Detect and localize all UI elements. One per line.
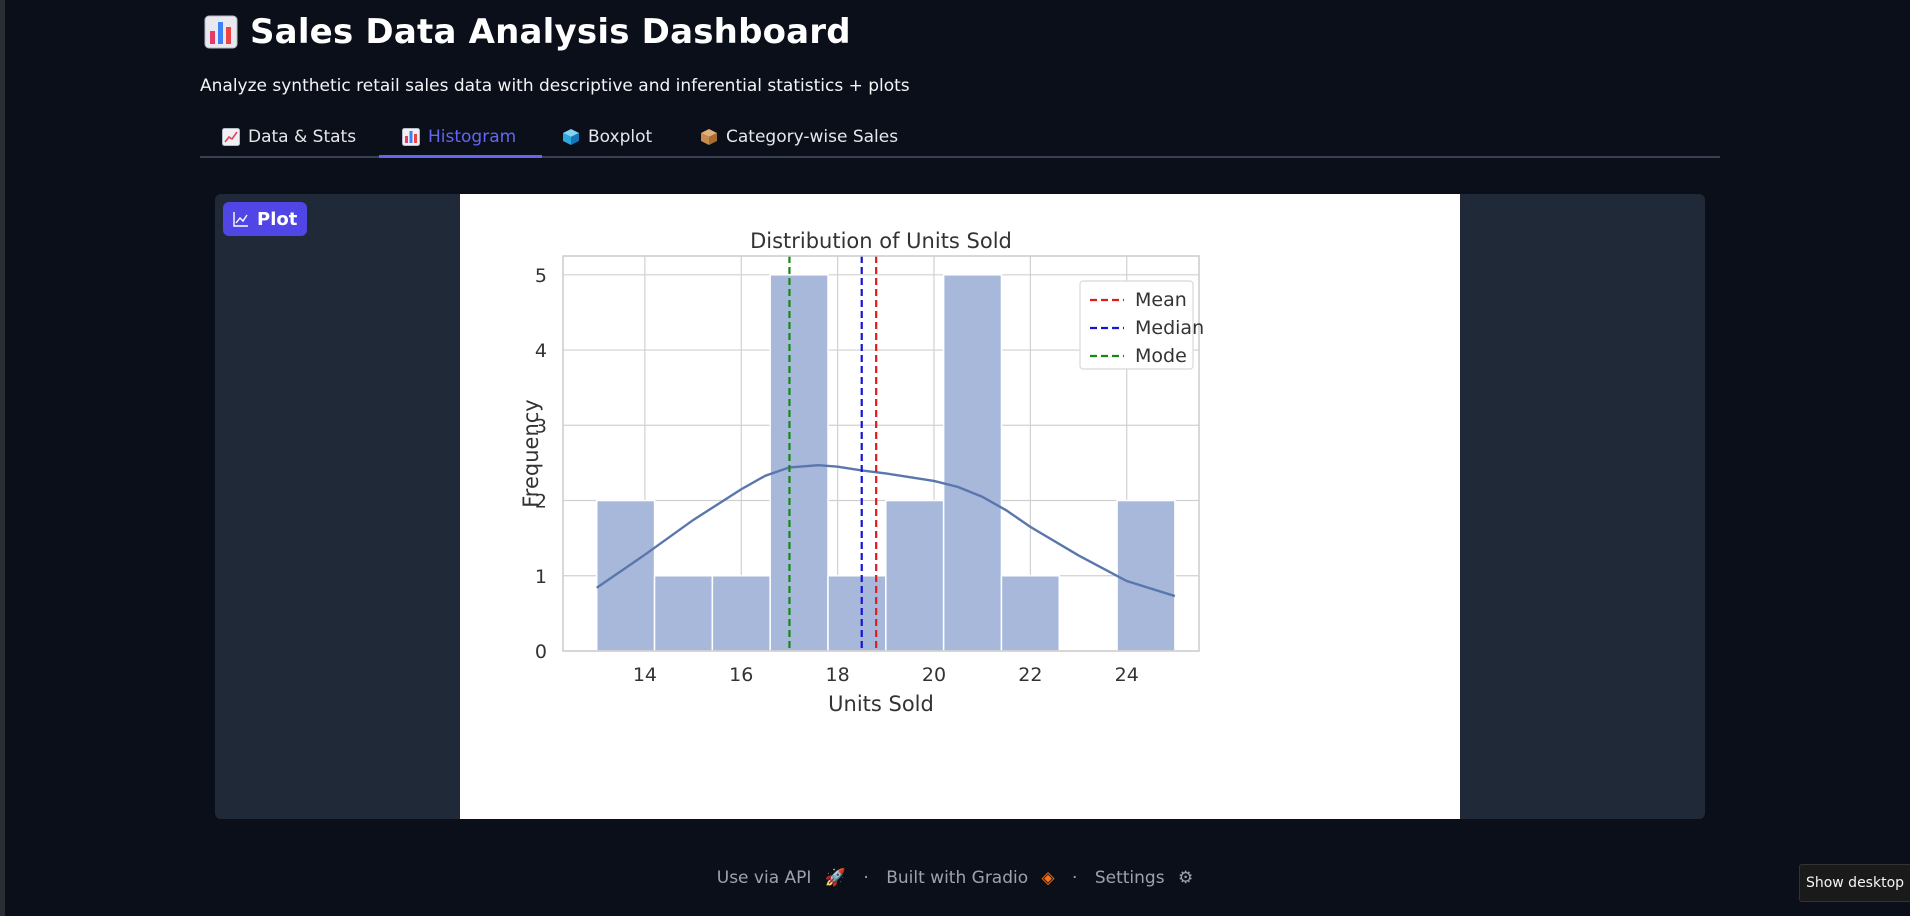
x-tick-label: 24	[1115, 664, 1139, 686]
chart-increasing-icon	[222, 128, 240, 146]
histogram-bar	[711, 575, 771, 652]
x-tick-label: 20	[922, 664, 946, 686]
legend-entry: Median	[1135, 317, 1204, 339]
plot-badge-label: Plot	[257, 208, 298, 230]
histogram-bar	[1116, 499, 1176, 652]
x-tick-label: 14	[633, 664, 657, 686]
tab-data-stats[interactable]: Data & Stats	[222, 118, 356, 156]
gradio-logo-icon: ◈	[1041, 868, 1055, 888]
histogram-chart: 14 16 18 20 22 24 0 1 2 3 4 5 Distribution of Units …	[519, 229, 1204, 716]
x-tick-label: 18	[826, 664, 850, 686]
bar-chart-icon	[204, 15, 238, 49]
tab-label: Histogram	[428, 127, 517, 147]
x-tick-label: 22	[1018, 664, 1042, 686]
tab-label: Data & Stats	[248, 127, 357, 147]
y-tick-label: 2	[535, 491, 547, 513]
kde-curve	[596, 463, 1176, 598]
footer-separator: ·	[863, 868, 869, 888]
app-container: Sales Data Analysis Dashboard Analyze sy…	[200, 0, 1720, 916]
y-axis-label: Frequency	[519, 399, 543, 508]
package-icon	[701, 129, 717, 145]
legend-entry: Mode	[1135, 345, 1187, 367]
bar-chart-icon	[402, 128, 420, 146]
footer: Use via API 🚀 · Built with Gradio ◈ · Se…	[0, 868, 1910, 888]
page-subtitle: Analyze synthetic retail sales data with…	[200, 76, 910, 96]
y-tick-label: 0	[535, 641, 547, 663]
tab-category-wise-sales[interactable]: Category-wise Sales	[700, 118, 898, 156]
tab-bar: Data & Stats Histogram Boxplot	[200, 118, 1720, 158]
plot-panel: Plot 14 16 18 20 22 24 0 1 2 3 4 5 Distribution of U…	[215, 194, 1705, 819]
legend-entry: Mean	[1135, 289, 1187, 311]
x-axis-label: Units Sold	[828, 692, 934, 716]
histogram-bar	[595, 499, 656, 652]
chart-legend: Mean Median Mode	[1079, 280, 1204, 370]
tab-boxplot[interactable]: Boxplot	[562, 118, 652, 156]
y-tick-label: 5	[535, 265, 547, 287]
footer-separator: ·	[1072, 868, 1078, 888]
histogram-bar	[1000, 575, 1061, 652]
histogram-bar	[769, 274, 829, 652]
built-with-gradio-link[interactable]: Built with Gradio ◈	[886, 868, 1055, 888]
cube-icon	[563, 129, 579, 145]
tab-label: Category-wise Sales	[726, 127, 899, 147]
header: Sales Data Analysis Dashboard	[204, 12, 851, 52]
plot-frame	[562, 255, 1200, 652]
x-tick-label: 16	[729, 664, 753, 686]
y-tick-label: 4	[535, 340, 547, 362]
rocket-icon: 🚀	[824, 868, 846, 888]
gear-icon: ⚙	[1177, 868, 1194, 888]
active-tab-indicator	[379, 155, 542, 158]
histogram-plot: 14 16 18 20 22 24 0 1 2 3 4 5 Distribution of Units …	[460, 194, 1460, 819]
chart-title: Distribution of Units Sold	[750, 229, 1012, 253]
window-edge	[0, 0, 5, 916]
y-tick-label: 3	[535, 415, 547, 437]
use-via-api-link[interactable]: Use via API 🚀	[716, 868, 846, 888]
legend-box	[1079, 280, 1194, 370]
histogram-bar	[885, 499, 945, 652]
settings-link[interactable]: Settings ⚙	[1094, 868, 1194, 888]
y-tick-label: 1	[535, 566, 547, 588]
page-title: Sales Data Analysis Dashboard	[250, 12, 851, 52]
line-chart-icon	[233, 212, 248, 227]
plot-label-badge: Plot	[223, 202, 308, 236]
show-desktop-button[interactable]: Show desktop	[1799, 864, 1910, 902]
tab-histogram[interactable]: Histogram	[402, 118, 516, 156]
tab-label: Boxplot	[588, 127, 653, 147]
histogram-bar	[653, 575, 714, 652]
histogram-bar	[942, 274, 1003, 652]
